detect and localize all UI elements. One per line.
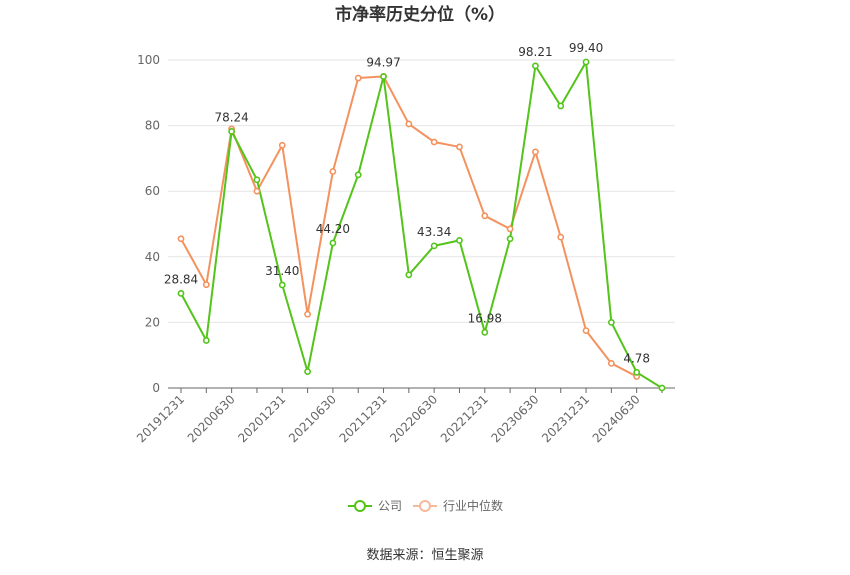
x-tick-label: 20210630 [286, 392, 339, 445]
data-point-company [253, 176, 261, 184]
data-label: 99.40 [569, 41, 603, 55]
data-point-company [405, 271, 413, 279]
data-point-industry [607, 359, 615, 367]
x-tick-label: 20220630 [387, 392, 440, 445]
data-point-industry [532, 148, 539, 156]
data-point-company [329, 239, 337, 247]
data-point-industry [557, 233, 565, 241]
x-tick-label: 20201231 [235, 392, 288, 445]
data-point-industry [354, 74, 362, 82]
data-point-company [228, 127, 236, 135]
data-point-industry [202, 281, 210, 289]
data-point-company [456, 236, 463, 244]
data-label: 43.34 [417, 225, 451, 239]
data-point-company [532, 62, 539, 70]
y-tick-label: 80 [145, 119, 160, 133]
x-tick-label: 20230630 [488, 392, 541, 445]
x-tick-label: 20200630 [185, 392, 238, 445]
data-point-company [557, 102, 565, 110]
x-axis: 2019123120200630202012312021063020211231… [134, 387, 675, 445]
data-labels: 28.84 78.24 31.40 44.20 94.97 43.34 16.98 98.21… [164, 41, 650, 365]
data-point-company [658, 384, 666, 392]
data-point-industry [430, 138, 438, 146]
data-label: 98.21 [518, 45, 552, 59]
data-label: 28.84 [164, 272, 198, 286]
data-point-company [582, 58, 590, 66]
y-tick-label: 0 [152, 381, 160, 395]
data-label: 44.20 [316, 222, 350, 236]
data-point-industry [177, 235, 185, 243]
data-point-company [278, 281, 286, 289]
series-points [177, 58, 666, 392]
data-point-industry [405, 120, 413, 128]
x-tick-label: 20240630 [590, 392, 643, 445]
legend-item-company[interactable]: 公司 [348, 499, 402, 513]
data-point-company [633, 368, 641, 376]
x-tick-label: 20231231 [539, 392, 592, 445]
data-label: 78.24 [214, 110, 248, 124]
source-text: 数据来源：恒生聚源 [366, 548, 483, 563]
data-point-industry [253, 187, 261, 195]
data-label: 31.40 [265, 264, 299, 278]
legend-industry-marker [419, 500, 431, 512]
legend-item-industry[interactable]: 行业中位数 [413, 498, 503, 513]
data-point-industry [506, 225, 514, 233]
legend-company-marker [354, 500, 366, 512]
y-tick-label: 20 [145, 315, 160, 329]
data-point-industry [456, 143, 463, 151]
y-tick-label: 40 [145, 250, 160, 264]
data-point-industry [329, 168, 337, 175]
legend-industry-label: 行业中位数 [443, 498, 503, 513]
legend[interactable]: 公司 行业中位数 [348, 498, 503, 513]
data-point-company [354, 171, 362, 179]
chart-title: 市净率历史分位（%） [335, 4, 505, 25]
data-label: 94.97 [366, 55, 400, 69]
legend-company-label: 公司 [378, 499, 402, 513]
data-point-industry [582, 327, 590, 334]
data-point-industry [278, 141, 286, 149]
data-point-company [607, 318, 615, 326]
data-point-company [202, 337, 210, 344]
data-label: 16.98 [468, 311, 502, 325]
data-point-industry [481, 212, 489, 220]
y-axis: 0 20 40 60 80 100 [137, 53, 160, 395]
y-tick-label: 60 [145, 184, 160, 198]
grid-lines [168, 59, 675, 323]
x-tick-label: 20221231 [438, 392, 491, 445]
data-point-company [506, 235, 514, 243]
y-tick-label: 100 [137, 53, 160, 67]
data-point-company [430, 242, 438, 250]
x-tick-label: 20191231 [134, 392, 187, 445]
data-point-company [304, 368, 311, 375]
data-point-industry [304, 310, 311, 318]
data-point-company [177, 290, 185, 297]
data-label: 4.78 [623, 351, 650, 365]
series-line-company [180, 60, 663, 389]
data-point-company [380, 73, 387, 80]
data-point-company [481, 328, 489, 336]
x-tick-label: 20211231 [337, 392, 390, 445]
